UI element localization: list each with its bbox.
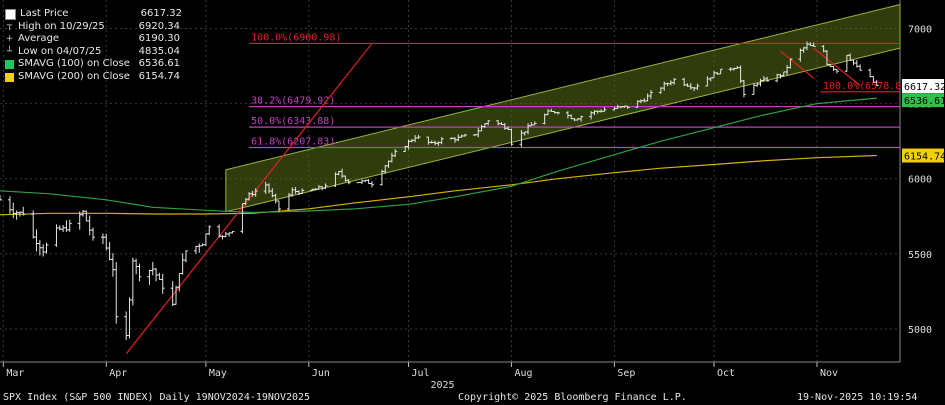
x-tick-label: Jun (312, 368, 330, 379)
sma100-line (0, 97, 877, 214)
x-tick-label: Jul (411, 368, 429, 379)
fib-level-label: 100.0%(6578.87) (823, 81, 913, 92)
x-tick-label: Nov (820, 368, 838, 379)
price-tag (902, 79, 944, 94)
fib-level-label: 100.0%(6900.98) (251, 32, 341, 43)
yellow-square-icon[interactable] (5, 72, 14, 82)
trend-channel (225, 3, 901, 213)
y-tick-label: 5500 (908, 250, 932, 261)
legend-row-low[interactable]: ┴ Low on 04/07/25 4835.04 (5, 46, 182, 59)
legend-row-average[interactable]: + Average 6190.30 (5, 33, 182, 46)
legend-row-last-price[interactable]: Last Price 6617.32 (5, 8, 182, 21)
instrument-caption: SPX Index (S&P 500 INDEX) Daily 19NOV202… (3, 392, 311, 403)
price-tag (902, 93, 944, 108)
legend-value: 6920.34 (138, 20, 180, 32)
legend-value: 4835.04 (138, 45, 180, 57)
price-tag-label: 6617.32 (904, 82, 945, 93)
legend-row-smavg-100[interactable]: SMAVG (100) on Close 6536.61 (5, 58, 182, 71)
legend-value: 6617.32 (140, 8, 182, 19)
fib-level-label: 38.2%(6479.92) (251, 96, 335, 107)
legend-row-high[interactable]: ┬ High on 10/29/25 6920.34 (5, 21, 182, 34)
y-tick-label: 5000 (908, 325, 932, 336)
year-label: 2025 (430, 380, 454, 391)
high-marker-icon: ┬ (6, 21, 13, 32)
green-square-icon[interactable] (5, 60, 14, 70)
trend-line-oct-pullback (780, 50, 815, 79)
fib-level-label: 50.0%(6343.88) (251, 116, 335, 127)
x-tick-label: Sep (617, 368, 635, 379)
low-marker-icon: ┴ (6, 46, 13, 57)
legend-label: Average (18, 33, 60, 45)
price-tag-label: 6154.74 (904, 152, 945, 163)
timestamp-caption: 19-Nov-2025 10:19:54 (797, 392, 918, 403)
y-tick-label: 6000 (908, 175, 932, 186)
legend-value: 6536.61 (138, 58, 180, 70)
legend-label: SMAVG (100) on Close (18, 58, 130, 70)
price-bars (0, 41, 879, 341)
price-tag-label: 6536.61 (904, 96, 945, 107)
price-tag (902, 148, 944, 163)
average-marker-icon: + (5, 33, 14, 44)
legend-label: Last Price (20, 8, 69, 19)
legend-label: SMAVG (200) on Close (18, 70, 130, 82)
sma200-line (0, 154, 877, 216)
checkbox-icon[interactable] (5, 8, 16, 20)
x-tick-label: Aug (514, 368, 532, 379)
legend-label: Low on 04/07/25 (18, 45, 102, 57)
copyright-caption: Copyright© 2025 Bloomberg Finance L.P. (458, 392, 687, 403)
x-tick-label: Apr (109, 368, 127, 379)
legend: Last Price 6617.32 ┬ High on 10/29/25 69… (5, 8, 182, 84)
legend-row-smavg-200[interactable]: SMAVG (200) on Close 6154.74 (5, 71, 182, 84)
trend-line-nov-pullback (813, 47, 861, 87)
x-tick-label: May (209, 368, 227, 379)
y-tick-label: 7000 (908, 25, 932, 36)
legend-value: 6190.30 (138, 33, 180, 45)
x-tick-label: Oct (717, 368, 735, 379)
legend-value: 6154.74 (138, 70, 180, 82)
legend-label: High on 10/29/25 (18, 20, 105, 32)
x-tick-label: Mar (6, 368, 24, 379)
